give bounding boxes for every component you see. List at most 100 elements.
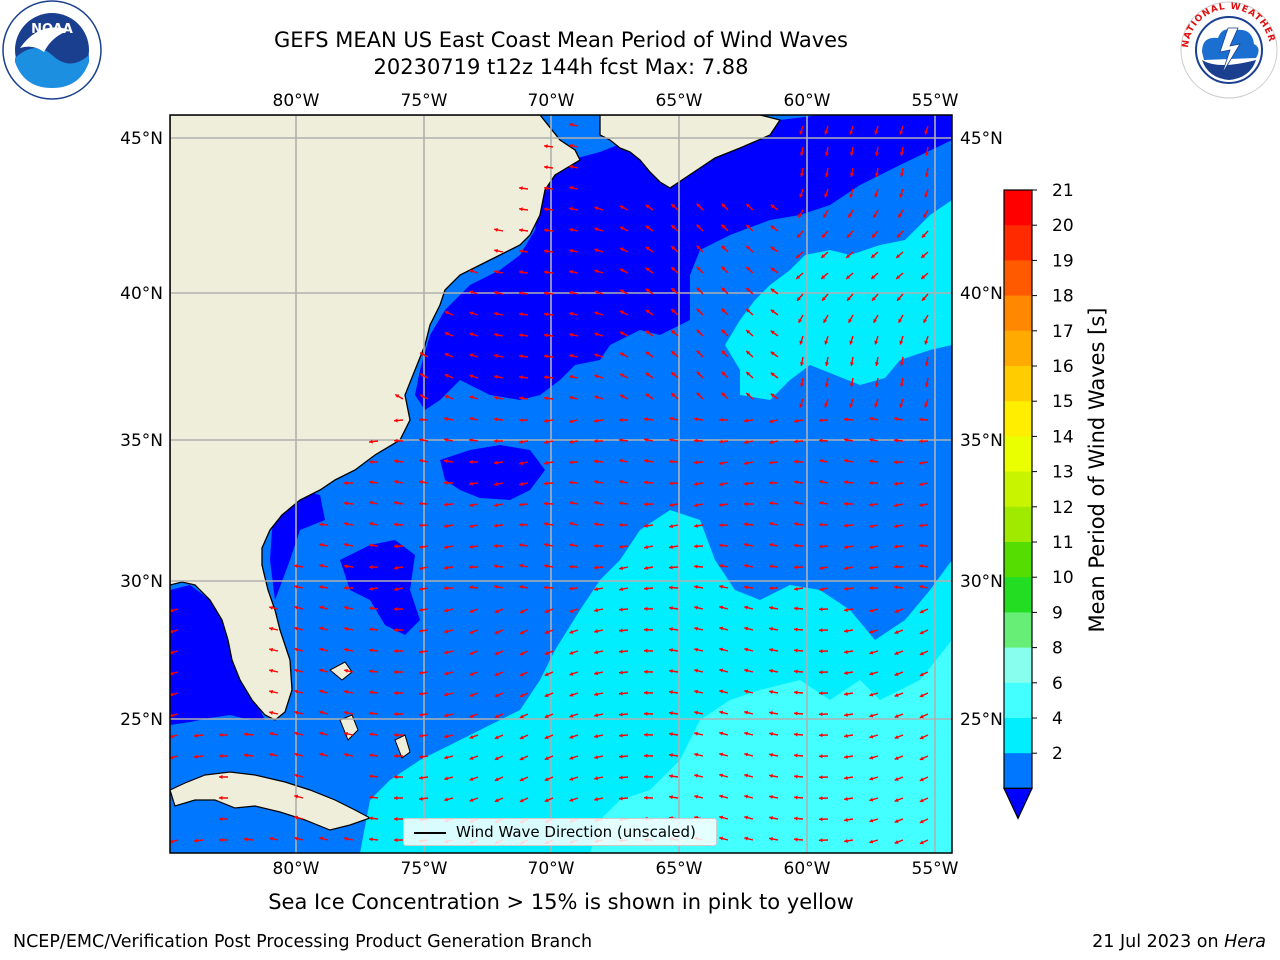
wind-arrow-head xyxy=(569,248,573,253)
wind-arrow-head xyxy=(444,502,448,507)
wind-arrow-head xyxy=(669,459,673,464)
wind-arrow-head xyxy=(494,584,498,589)
wind-arrow-head xyxy=(619,649,623,654)
wind-arrow-head xyxy=(894,651,899,655)
wind-arrow-head xyxy=(594,500,598,505)
wind-arrow-head xyxy=(394,648,398,654)
wind-arrow-head xyxy=(369,521,373,526)
wind-arrow-head xyxy=(846,275,851,279)
lat-label-right: 40°N xyxy=(960,284,1003,304)
wind-arrow-head xyxy=(919,482,923,487)
wind-arrow-head xyxy=(344,647,348,652)
wind-arrow-head xyxy=(594,797,599,802)
wind-arrow-head xyxy=(519,186,523,191)
colorbar-tick-label: 21 xyxy=(1052,181,1074,201)
legend-label: Wind Wave Direction (unscaled) xyxy=(456,823,696,841)
wind-arrow-head xyxy=(844,523,848,528)
wind-arrow-head xyxy=(219,774,223,780)
wind-arrow-head xyxy=(721,245,726,250)
wind-arrow-head xyxy=(544,165,548,170)
wind-arrow-head xyxy=(519,798,524,803)
wind-arrow-head xyxy=(821,254,826,258)
wind-arrow-head xyxy=(394,606,398,612)
wind-arrow-head xyxy=(874,403,879,408)
wind-arrow-head xyxy=(769,586,773,591)
wind-arrow-head xyxy=(419,775,423,780)
wind-arrow-head xyxy=(744,501,748,507)
wind-arrow-head xyxy=(669,795,673,800)
wind-arrow-head xyxy=(294,584,298,589)
wind-arrow-head xyxy=(294,689,299,694)
wind-arrow-head xyxy=(194,733,198,738)
wind-arrow-head xyxy=(344,501,348,506)
wind-arrow-head xyxy=(419,607,423,612)
wind-arrow-head xyxy=(569,734,574,739)
wind-arrow-head xyxy=(569,353,573,358)
wind-arrow-head xyxy=(444,776,449,781)
colorbar-tick-label: 20 xyxy=(1052,216,1074,236)
period-below-2-patch2 xyxy=(340,540,420,635)
wind-arrow-head xyxy=(796,233,801,238)
lon-label-bottom: 55°W xyxy=(912,859,959,879)
colorbar-segment xyxy=(1004,682,1032,719)
period-4-6-region-ne xyxy=(725,200,952,400)
wind-arrow-head xyxy=(544,207,548,212)
wind-arrow-head xyxy=(719,563,723,568)
wind-arrow-head xyxy=(319,542,323,547)
wind-arrow-head xyxy=(799,193,804,198)
wind-arrow-head xyxy=(170,650,174,655)
wind-arrow-head xyxy=(369,711,373,716)
wind-arrow-head xyxy=(444,650,449,655)
wind-arrow-head xyxy=(519,228,523,233)
wind-arrow-head xyxy=(769,836,773,841)
wind-arrow-head xyxy=(619,587,623,592)
wind-arrow-head xyxy=(844,628,848,633)
period-below-2-patch xyxy=(440,445,545,500)
wind-arrow-head xyxy=(619,438,623,443)
wind-arrow-head xyxy=(669,606,673,611)
wind-arrow-head xyxy=(494,395,498,400)
wind-arrow-head xyxy=(694,523,698,528)
wind-arrow-head xyxy=(419,586,423,591)
wind-arrow-head xyxy=(569,480,573,485)
wind-arrow-head xyxy=(544,396,548,401)
wind-arrow-head xyxy=(721,329,726,334)
wind-arrow-head xyxy=(744,752,749,757)
wind-arrow-head xyxy=(394,627,398,633)
wind-arrow-head xyxy=(420,352,425,357)
wind-arrow-head xyxy=(469,332,474,337)
wind-arrow-head xyxy=(369,690,373,695)
wind-arrow-head xyxy=(794,837,798,842)
wind-arrow-head xyxy=(170,713,174,718)
wind-arrow-head xyxy=(344,542,348,547)
wind-arrow-head xyxy=(469,544,473,549)
wind-arrow-head xyxy=(544,375,548,380)
wind-arrow-head xyxy=(794,669,798,674)
wind-arrow-head xyxy=(319,836,324,841)
wind-arrow-head xyxy=(696,245,701,250)
wind-arrow-head xyxy=(869,480,873,486)
wind-arrow-head xyxy=(869,629,874,634)
wind-arrow-head xyxy=(619,566,623,571)
wind-arrow-head xyxy=(319,689,324,694)
nws-logo-icon: NATIONAL WEATHER SERVICE xyxy=(1178,0,1278,99)
wind-arrow-head xyxy=(923,213,927,218)
wind-arrow-head xyxy=(844,796,848,801)
wind-arrow-head xyxy=(921,254,926,258)
wind-arrow-head xyxy=(844,545,848,550)
wind-arrow-head xyxy=(269,605,273,610)
wind-arrow-head xyxy=(494,482,498,487)
wind-arrow-head xyxy=(469,630,474,634)
wind-arrow-head xyxy=(869,839,874,844)
wind-arrow-head xyxy=(469,503,473,508)
wind-arrow-head xyxy=(823,213,827,218)
wind-arrow-head xyxy=(444,437,448,442)
wind-arrow-head xyxy=(619,247,624,252)
wind-arrow-head xyxy=(869,713,874,718)
wind-arrow-head xyxy=(544,333,548,338)
wind-arrow-head xyxy=(819,670,823,675)
wind-arrow-head xyxy=(746,204,751,208)
wind-arrow-head xyxy=(394,711,398,717)
wind-arrow-head xyxy=(569,713,574,718)
wind-arrow-head xyxy=(744,461,748,466)
